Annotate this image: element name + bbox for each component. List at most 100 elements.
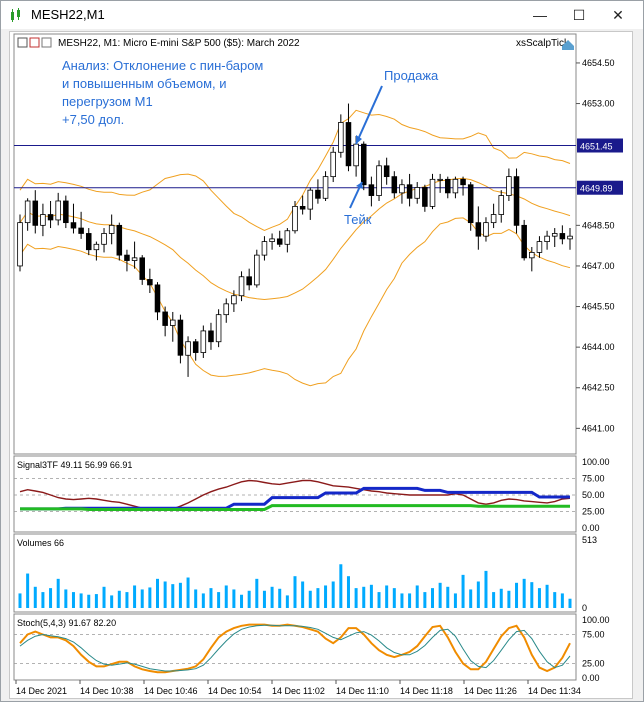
close-icon[interactable]: ✕ bbox=[612, 6, 624, 23]
signal-series-line bbox=[19, 479, 571, 511]
price-tick-label: 4644.00 bbox=[582, 342, 615, 352]
candles bbox=[17, 103, 573, 377]
volume-bar bbox=[255, 578, 259, 608]
volume-bar bbox=[163, 581, 167, 608]
candle bbox=[475, 206, 482, 250]
candle-body bbox=[467, 184, 474, 224]
analysis-line-2: и повышенным объемом, и bbox=[62, 76, 227, 91]
candle-body bbox=[498, 195, 505, 215]
panel-tick-label: 513 bbox=[582, 535, 597, 545]
candle bbox=[483, 217, 489, 242]
candle-body bbox=[299, 205, 306, 210]
candle bbox=[223, 298, 230, 323]
candle bbox=[345, 103, 352, 172]
signal-title: Signal3TF 49.11 56.99 66.91 bbox=[17, 460, 132, 470]
candle bbox=[215, 309, 222, 348]
candle bbox=[376, 160, 382, 201]
time-tick-label: 14 Dec 11:18 bbox=[400, 686, 453, 696]
candle bbox=[429, 173, 436, 210]
candle bbox=[24, 198, 31, 231]
candle-body bbox=[437, 178, 443, 181]
candle bbox=[124, 249, 130, 272]
level-price-label: 4649.89 bbox=[580, 184, 613, 194]
volume-bar bbox=[446, 586, 450, 608]
candle bbox=[399, 179, 405, 204]
chart-canvas[interactable]: 4654.50 4653.00 4651.45 4649.89 4648.50 4647.… bbox=[10, 32, 632, 698]
candle-body bbox=[139, 257, 145, 280]
volume-bar bbox=[270, 586, 274, 608]
time-axis: 14 Dec 2021 14 Dec 10:38 14 Dec 10:46 14 De… bbox=[15, 680, 581, 696]
candle bbox=[551, 228, 558, 247]
candle-body bbox=[200, 330, 207, 353]
candle bbox=[330, 146, 336, 183]
candle-body bbox=[292, 205, 298, 232]
candle bbox=[238, 271, 245, 302]
candle-body bbox=[475, 222, 482, 237]
price-tick-label: 4654.50 bbox=[582, 58, 615, 68]
candle-body bbox=[246, 276, 252, 286]
minimize-icon[interactable]: — bbox=[533, 7, 547, 23]
candle-body bbox=[93, 243, 100, 251]
candle-body bbox=[261, 241, 268, 256]
volume-bar bbox=[240, 594, 244, 608]
volume-bar bbox=[316, 588, 320, 608]
candle bbox=[40, 203, 46, 237]
candle-body bbox=[483, 222, 489, 237]
time-tick-label: 14 Dec 2021 bbox=[16, 686, 67, 696]
candle-body bbox=[521, 224, 527, 259]
title-bar: MESH22,M1 — ☐ ✕ bbox=[1, 1, 643, 29]
candle bbox=[368, 176, 375, 207]
chart-header-icons bbox=[17, 37, 52, 48]
chart-area[interactable]: 4654.50 4653.00 4651.45 4649.89 4648.50 4647.… bbox=[9, 31, 633, 699]
volume-bar bbox=[156, 578, 159, 608]
time-tick-label: 14 Dec 10:38 bbox=[80, 686, 134, 696]
volume-bar bbox=[369, 584, 373, 608]
volume-bar bbox=[232, 589, 236, 608]
candle bbox=[498, 190, 505, 223]
candle-body bbox=[170, 319, 176, 326]
candle bbox=[506, 168, 512, 201]
candle-body bbox=[529, 252, 535, 259]
volume-bar bbox=[392, 588, 396, 608]
candle-body bbox=[551, 233, 558, 237]
panel-tick-label: 0.00 bbox=[582, 673, 600, 683]
candle bbox=[177, 314, 184, 364]
price-tick-label: 4645.50 bbox=[582, 302, 615, 312]
candle bbox=[269, 233, 275, 250]
volume-bar bbox=[94, 594, 98, 608]
candle-body bbox=[269, 238, 275, 242]
volume-bar bbox=[201, 593, 205, 608]
candle bbox=[47, 200, 54, 229]
candle-body bbox=[544, 235, 550, 242]
maximize-icon[interactable]: ☐ bbox=[572, 6, 586, 23]
volume-bar bbox=[515, 582, 519, 608]
analysis-line-4: +7,50 дол. bbox=[62, 112, 124, 127]
candle-body bbox=[422, 187, 428, 207]
candle-body bbox=[345, 122, 352, 167]
candle-body bbox=[223, 303, 230, 316]
candle bbox=[276, 230, 283, 247]
candle-body bbox=[208, 330, 214, 343]
volume-bar bbox=[400, 593, 404, 608]
candle-body bbox=[307, 189, 314, 210]
candle bbox=[567, 228, 573, 250]
time-tick-label: 14 Dec 11:34 bbox=[528, 686, 581, 696]
candle bbox=[490, 203, 497, 229]
volume-bar bbox=[301, 581, 305, 608]
candle bbox=[315, 179, 321, 204]
time-tick-label: 14 Dec 10:54 bbox=[208, 686, 262, 696]
candle-body bbox=[32, 200, 39, 226]
volume-bar bbox=[79, 593, 83, 608]
candle bbox=[307, 187, 314, 220]
candle bbox=[261, 236, 268, 261]
time-tick-label: 14 Dec 11:10 bbox=[336, 686, 389, 696]
analysis-line-3: перегрузом М1 bbox=[62, 94, 153, 109]
volume-bars: 513 0 bbox=[18, 535, 597, 613]
candle bbox=[299, 195, 306, 215]
candle-body bbox=[17, 222, 23, 267]
volume-bar bbox=[102, 586, 106, 608]
candle bbox=[406, 173, 413, 207]
panel-tick-label: 75.00 bbox=[582, 474, 605, 484]
candle bbox=[544, 230, 550, 250]
level-price-label: 4651.45 bbox=[580, 142, 613, 152]
